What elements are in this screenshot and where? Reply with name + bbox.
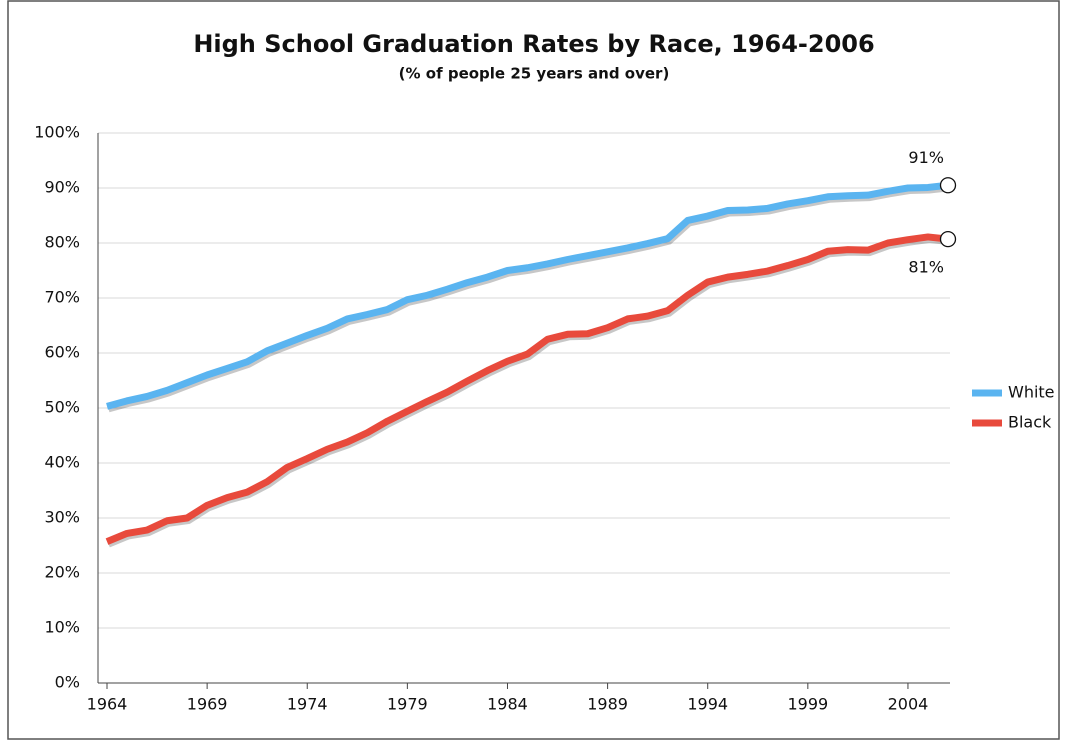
y-tick-label: 0% xyxy=(55,673,80,692)
x-tick-label: 2004 xyxy=(888,695,929,714)
x-tick-label: 1999 xyxy=(787,695,828,714)
chart-title: High School Graduation Rates by Race, 19… xyxy=(193,30,874,58)
line xyxy=(105,233,949,545)
y-tick-label: 70% xyxy=(44,288,80,307)
y-tick-label: 50% xyxy=(44,398,80,417)
y-tick-label: 90% xyxy=(44,178,80,197)
x-tick-label: 1989 xyxy=(587,695,628,714)
x-tick-label: 1974 xyxy=(287,695,328,714)
legend-label: Black xyxy=(1008,413,1052,432)
y-tick-label: 30% xyxy=(44,508,80,527)
end-marker xyxy=(939,177,957,194)
x-tick-label: 1994 xyxy=(687,695,728,714)
end-marker xyxy=(939,230,957,248)
value-label: 81% xyxy=(908,258,944,277)
legend-label: White xyxy=(1008,383,1055,402)
x-tick-label: 1964 xyxy=(87,695,128,714)
y-tick-label: 40% xyxy=(44,453,80,472)
y-tick-label: 60% xyxy=(44,343,80,362)
line xyxy=(106,181,949,410)
y-tick-label: 80% xyxy=(44,233,80,252)
x-tick-label: 1979 xyxy=(387,695,428,714)
x-tick-label: 1984 xyxy=(487,695,528,714)
y-tick-label: 10% xyxy=(44,618,80,637)
value-label: 91% xyxy=(908,148,944,167)
chart-subtitle: (% of people 25 years and over) xyxy=(399,65,670,83)
y-tick-label: 20% xyxy=(44,563,80,582)
x-tick-label: 1969 xyxy=(187,695,228,714)
y-tick-label: 100% xyxy=(34,123,80,142)
frame xyxy=(7,0,1060,740)
